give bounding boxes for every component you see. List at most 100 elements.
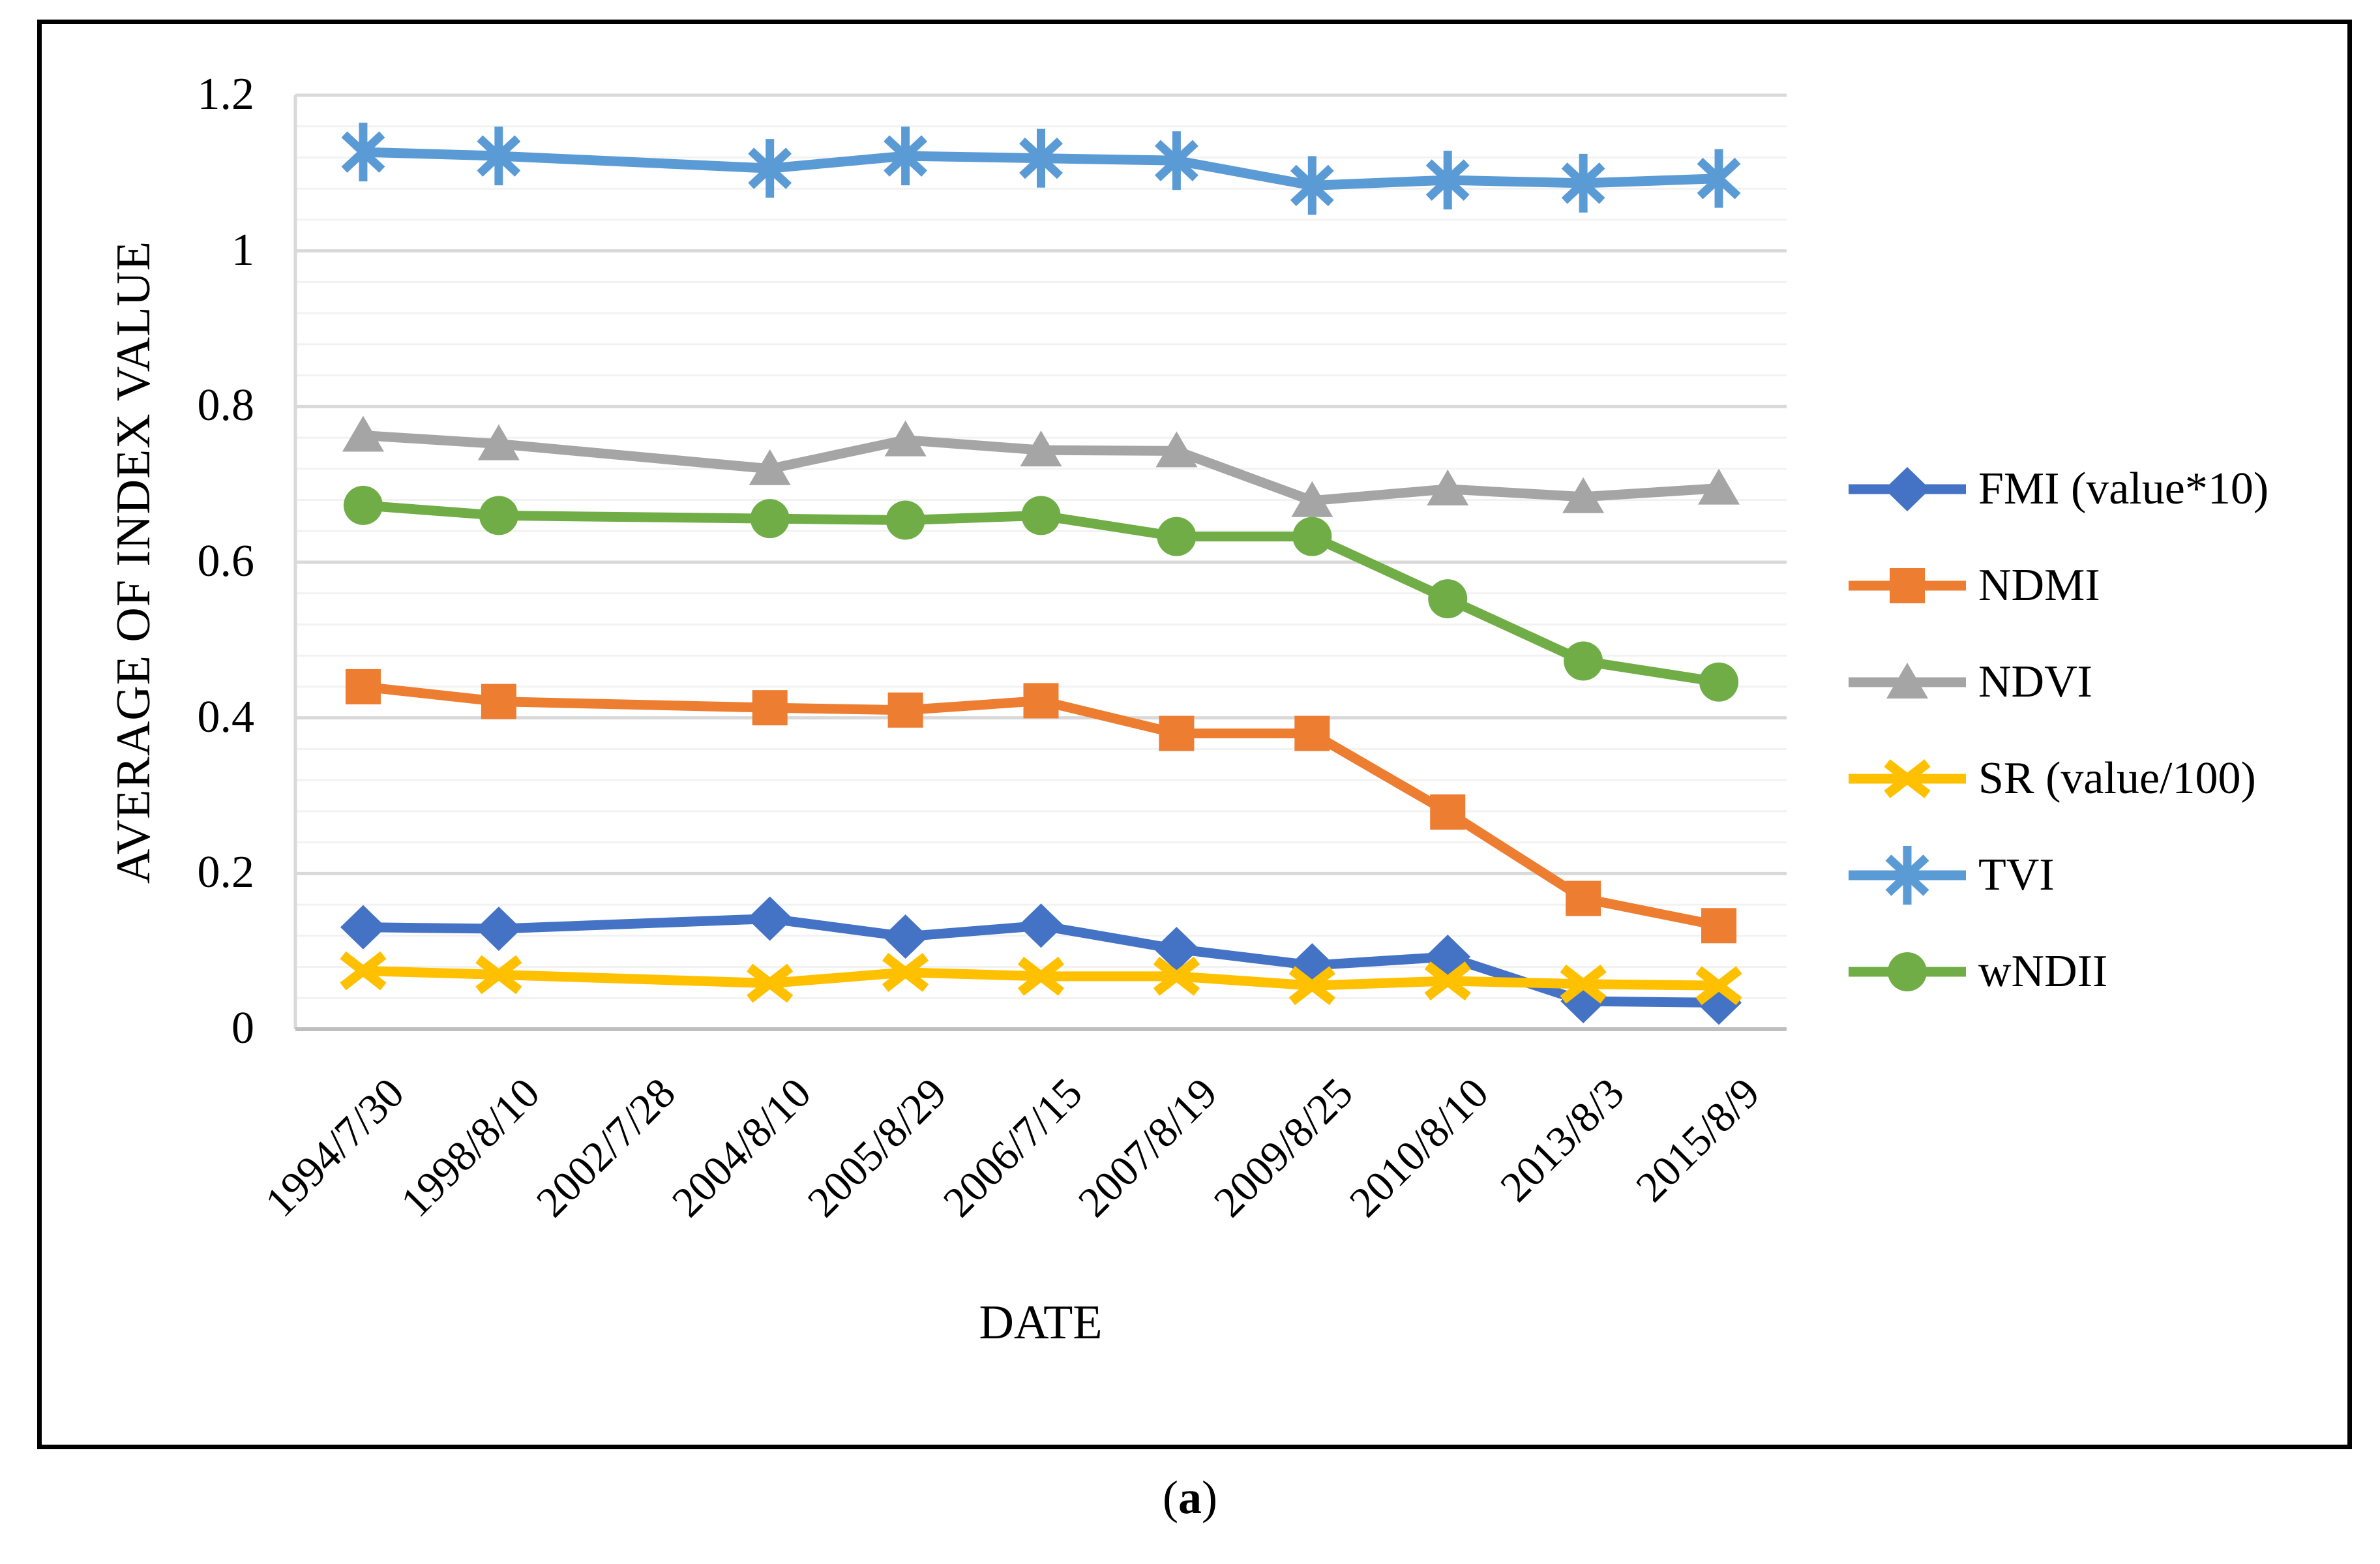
triangle-up-marker [1155, 431, 1198, 468]
square-marker [1566, 880, 1601, 916]
x-marker [1017, 956, 1065, 996]
x-marker [1884, 759, 1931, 798]
y-tick-label: 0.2 [197, 847, 255, 898]
asterisk-marker [341, 123, 385, 182]
square-marker [1890, 568, 1925, 603]
triangle-up-marker [1562, 477, 1605, 513]
major-gridlines [295, 93, 1787, 875]
x-marker [747, 963, 794, 1003]
series-line [363, 430, 1719, 506]
asterisk-marker [1425, 151, 1470, 210]
square-marker [887, 692, 923, 728]
asterisk-marker [1290, 156, 1334, 215]
diamond-marker [475, 907, 522, 952]
asterisk-marker [1885, 846, 1929, 905]
asterisk-marker [1154, 131, 1198, 190]
diamond-marker [882, 914, 929, 959]
legend-label: TVI [1978, 850, 2055, 900]
legend-item-sr-value-100-: SR (value/100) [1845, 746, 2256, 811]
square-marker [1159, 715, 1195, 751]
diamond-marker [1153, 927, 1200, 972]
series-line [363, 682, 1720, 931]
triangle-up-marker [1886, 663, 1928, 699]
circle-marker [750, 499, 790, 539]
legend-label: NDMI [1978, 560, 2100, 610]
circle-marker [1888, 952, 1927, 991]
asterisk-marker [1561, 153, 1605, 213]
legend-item-wndii: wNDII [1845, 939, 2107, 1004]
legend-swatch-circle-icon [1849, 952, 1966, 991]
square-marker [1430, 794, 1466, 830]
square-marker [1701, 908, 1737, 944]
x-marker [1424, 961, 1471, 1000]
circle-marker [1292, 517, 1332, 556]
caption-letter: a [1178, 1471, 1202, 1524]
asterisk-marker [748, 139, 792, 198]
triangle-up-marker [1698, 468, 1740, 505]
x-marker [1288, 966, 1335, 1006]
y-tick-label: 0.8 [197, 380, 255, 431]
diamond-marker [1018, 903, 1064, 948]
triangle-up-marker [1020, 430, 1062, 467]
asterisk-marker [1019, 128, 1063, 188]
legend-swatch-square-icon [1849, 568, 1966, 603]
caption-paren-close: ) [1202, 1471, 1217, 1524]
square-marker [752, 690, 788, 726]
circle-marker [1157, 517, 1197, 556]
legend-label: FMI (value*10) [1978, 464, 2269, 514]
square-marker [345, 669, 381, 704]
series-sr-value-100- [340, 951, 1742, 1006]
y-tick-label: 0 [231, 1003, 254, 1053]
square-marker [481, 684, 516, 719]
circle-marker [885, 500, 925, 540]
circle-marker [1428, 579, 1468, 619]
x-marker [1153, 956, 1200, 996]
x-marker [1695, 966, 1742, 1006]
legend-swatch-diamond-icon [1849, 467, 1966, 511]
triangle-up-marker [342, 415, 384, 452]
diamond-marker [340, 905, 386, 950]
legend-item-ndmi: NDMI [1845, 553, 2100, 618]
series-wndii [343, 485, 1739, 702]
x-marker [1560, 964, 1607, 1004]
series-tvi [341, 123, 1741, 215]
square-marker [1294, 715, 1330, 751]
triangle-up-marker [1291, 481, 1333, 517]
x-marker [882, 952, 929, 992]
square-marker [1023, 683, 1059, 719]
y-tick-label: 1 [231, 224, 254, 275]
triangle-up-marker [1427, 469, 1469, 505]
y-tick-label: 1.2 [197, 69, 255, 119]
x-marker [340, 951, 387, 991]
series-line [363, 147, 1719, 190]
circle-marker [1699, 662, 1739, 702]
x-marker [475, 955, 522, 995]
circle-marker [479, 496, 518, 535]
circle-marker [343, 485, 383, 525]
series-line [363, 966, 1719, 991]
legend-swatch-x-icon [1849, 759, 1966, 798]
x-axis-title: DATE [979, 1296, 1103, 1349]
circle-marker [1564, 641, 1603, 681]
y-axis-title: AVERAGE OF INDEX VALUE [107, 240, 160, 884]
legend-label: NDVI [1978, 657, 2092, 707]
asterisk-marker [1697, 149, 1741, 208]
triangle-up-marker [477, 424, 520, 460]
legend-label: wNDII [1978, 946, 2108, 997]
legend-item-tvi: TVI [1845, 843, 2055, 908]
triangle-up-marker [884, 420, 927, 457]
series-ndmi [345, 669, 1737, 944]
y-tick-label: 0.6 [197, 536, 255, 586]
y-tick-label: 0.4 [197, 691, 255, 742]
legend-swatch-asterisk-icon [1849, 846, 1966, 905]
series-fmi-value-10- [340, 896, 1742, 1025]
figure-caption: (a) [864, 1471, 1516, 1524]
legend-item-fmi-value-10-: FMI (value*10) [1845, 457, 2268, 522]
legend-label: SR (value/100) [1978, 753, 2256, 804]
minor-gridlines [295, 125, 1787, 999]
triangle-up-marker [749, 449, 791, 485]
asterisk-marker [884, 127, 928, 186]
series-line [363, 500, 1720, 687]
legend-item-ndvi: NDVI [1845, 650, 2092, 715]
